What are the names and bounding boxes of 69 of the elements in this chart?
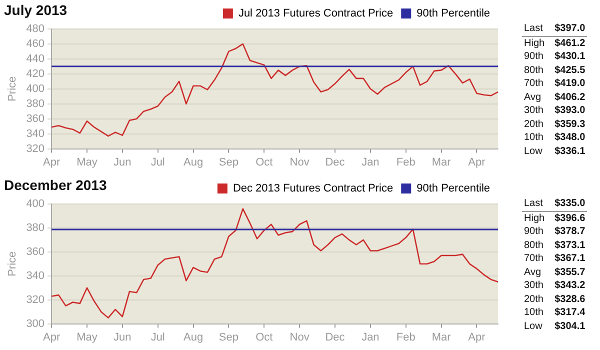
x-tick-label: Nov — [290, 331, 310, 344]
y-tick-label: 460 — [26, 38, 45, 50]
x-tick-label: Mar — [432, 331, 452, 344]
text: 70th $367.1 — [523, 252, 586, 266]
x-tick-label: Dec — [325, 331, 346, 344]
x-tick-label: Jan — [362, 331, 380, 344]
text: 10th $317.4 — [523, 306, 586, 320]
x-tick-label: Jun — [114, 331, 132, 344]
text: 90th $430.1 — [523, 50, 586, 64]
y-tick-label: 480 — [26, 23, 45, 36]
text: 10th $348.0 — [523, 131, 586, 144]
text: 80th $425.5 — [523, 64, 586, 77]
y-tick-label: 360 — [26, 246, 45, 258]
text: 20th $359.3 — [523, 118, 586, 131]
x-tick-label: May — [76, 331, 98, 344]
text: Low $336.1 — [524, 146, 586, 156]
x-tick-label: Sep — [218, 331, 239, 344]
x-tick-label: Dec — [325, 156, 346, 168]
x-tick-label: Oct — [256, 331, 273, 344]
y-tick-label: 380 — [26, 222, 45, 234]
x-tick-label: Jun — [114, 156, 132, 168]
chart-title: July 2013 — [4, 2, 68, 18]
legend-label: 90th Percentile — [416, 182, 490, 195]
y-tick-label: 320 — [26, 142, 45, 155]
x-tick-label: Apr — [468, 156, 486, 168]
x-tick-label: Feb — [396, 156, 416, 168]
y-axis-title: Price — [6, 76, 19, 102]
text: High $396.6 — [523, 212, 586, 225]
y-axis-title: Price — [6, 251, 19, 276]
x-tick-label: Apr — [42, 331, 60, 344]
y-tick-label: 440 — [26, 52, 45, 65]
y-tick-label: 400 — [26, 82, 45, 95]
x-tick-label: May — [76, 156, 98, 168]
legend-label: Dec 2013 Futures Contract Price — [232, 182, 394, 195]
x-tick-label: Aug — [183, 156, 204, 168]
text: Avg $355.7 — [524, 266, 586, 278]
text: Last $335.0 — [523, 197, 586, 211]
x-tick-label: Aug — [183, 331, 204, 344]
text: 30th $343.2 — [523, 279, 586, 292]
x-tick-label: Apr — [42, 156, 60, 168]
y-tick-label: 320 — [26, 294, 45, 306]
y-tick-label: 420 — [26, 68, 45, 80]
text: 80th $373.1 — [523, 238, 586, 252]
y-tick-label: 340 — [26, 128, 45, 140]
x-tick-label: Jul — [150, 156, 165, 168]
y-tick-label: 380 — [26, 98, 45, 110]
text: High $461.2 — [523, 36, 586, 50]
text: 90th $378.7 — [523, 225, 586, 238]
text: Last $397.0 — [523, 22, 586, 36]
y-tick-label: 340 — [26, 270, 45, 282]
x-tick-label: Nov — [290, 156, 310, 168]
legend-label: 90th Percentile — [416, 8, 490, 20]
text: 70th $419.0 — [523, 77, 586, 90]
x-tick-label: Apr — [468, 331, 486, 344]
y-tick-label: 300 — [26, 318, 45, 330]
x-tick-label: Mar — [432, 156, 452, 168]
chart-title: December 2013 — [4, 177, 107, 193]
x-tick-label: Jan — [362, 156, 380, 168]
text: 30th $393.0 — [523, 104, 586, 118]
y-tick-label: 400 — [26, 198, 45, 210]
text: Low $304.1 — [524, 320, 586, 332]
legend-label: Jul 2013 Futures Contract Price — [238, 8, 394, 20]
x-tick-label: Oct — [256, 156, 273, 168]
y-tick-label: 360 — [26, 112, 45, 125]
x-tick-label: Feb — [396, 331, 416, 344]
text: Avg $406.2 — [524, 92, 586, 102]
x-tick-label: Sep — [218, 156, 239, 168]
x-tick-label: Jul — [150, 331, 165, 344]
text: 20th $328.6 — [523, 292, 586, 306]
